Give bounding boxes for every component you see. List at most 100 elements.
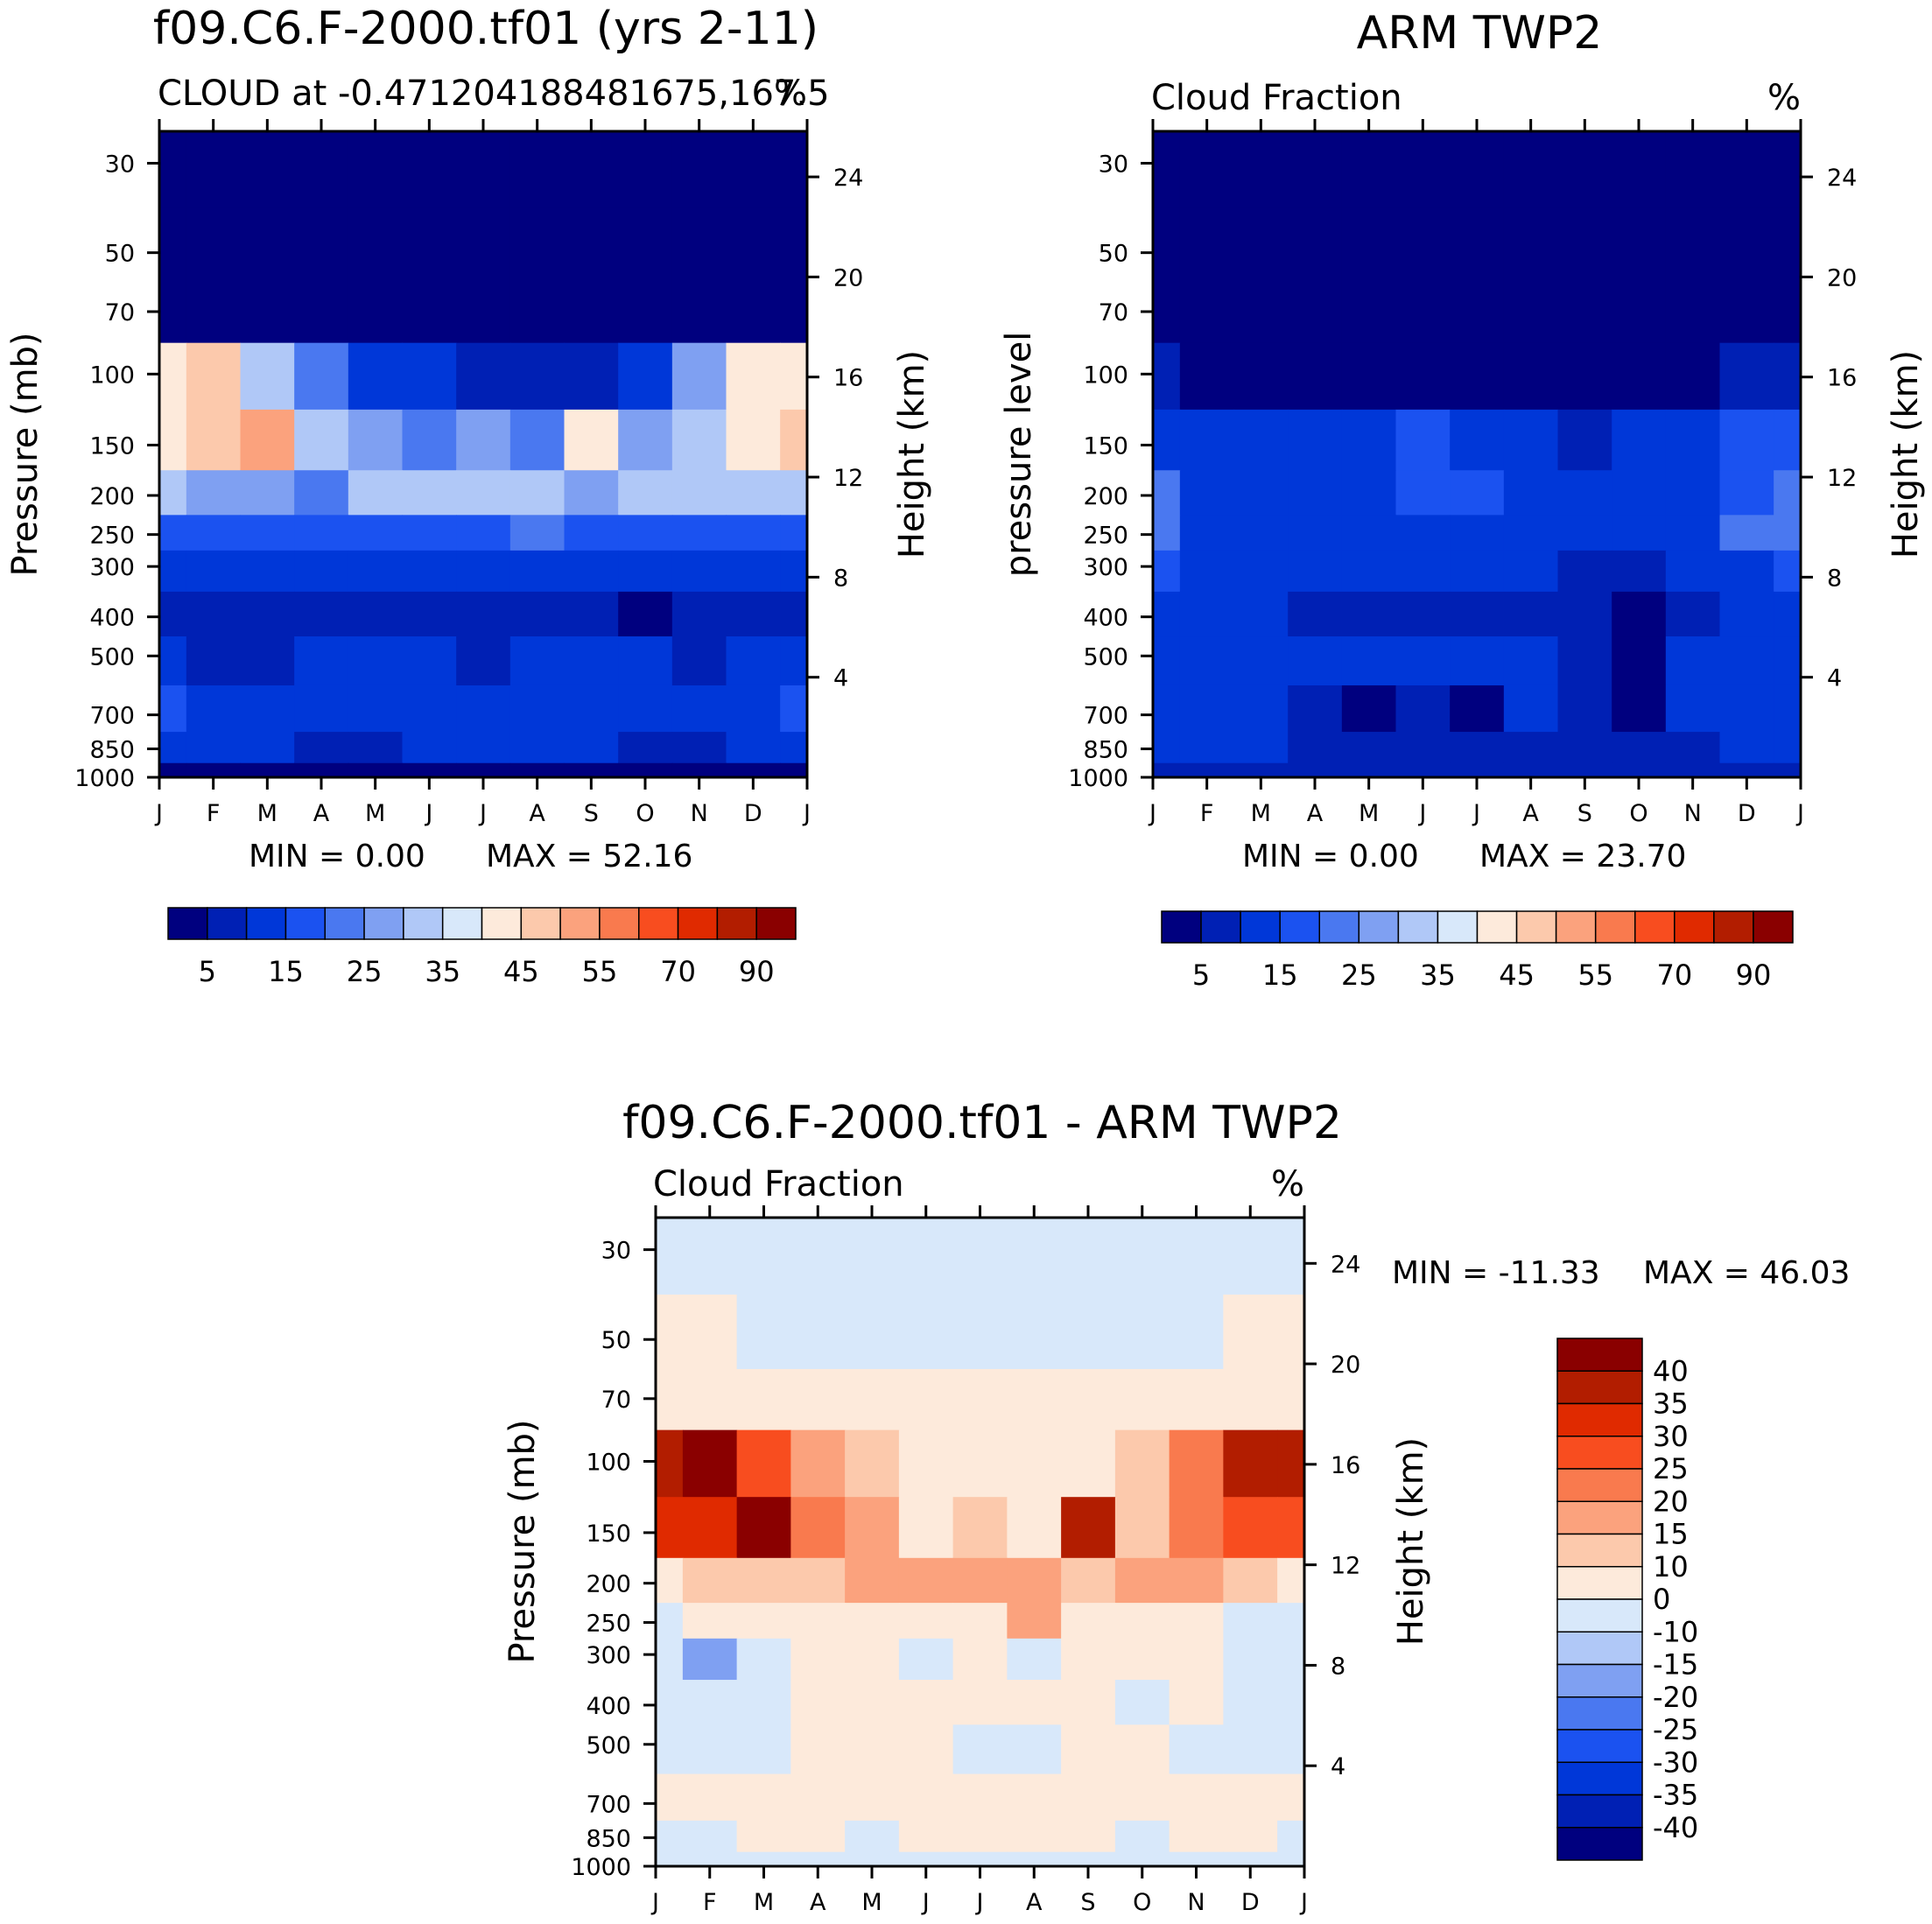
- field-cell: [780, 762, 807, 777]
- colorbar-box: [1318, 910, 1360, 944]
- field-cell: [1719, 470, 1774, 516]
- field-cell: [294, 131, 349, 209]
- colorbar-label: -35: [1653, 1779, 1698, 1812]
- x-tick-label: F: [703, 1889, 717, 1916]
- field-cell: [898, 1557, 954, 1604]
- field-cell: [1665, 762, 1721, 777]
- field-cell: [898, 1603, 954, 1640]
- colorbar-label: 5: [199, 955, 216, 988]
- y-tick-label: 850: [89, 736, 135, 763]
- field-cell: [671, 732, 727, 764]
- field-cell: [1179, 131, 1235, 209]
- field-cell: [348, 470, 404, 516]
- field-cell: [1557, 550, 1612, 593]
- field-cell: [186, 515, 242, 551]
- field-cell: [1169, 1638, 1224, 1681]
- y-tick-label: 850: [1083, 736, 1128, 763]
- colorbar-box: [167, 907, 208, 940]
- y-tick-label: 850: [586, 1825, 631, 1852]
- field-cell: [1114, 1218, 1170, 1296]
- field-cell: [1153, 515, 1181, 551]
- x-tick-label: J: [478, 800, 487, 827]
- field-cell: [618, 732, 673, 764]
- field-cell: [1719, 685, 1774, 733]
- field-cell: [240, 282, 295, 344]
- field-cell: [1277, 1369, 1304, 1431]
- x-tick-label: J: [650, 1889, 659, 1916]
- field-cell: [671, 636, 727, 686]
- field-cell: [1503, 762, 1559, 777]
- field-cell: [1395, 636, 1451, 686]
- panel-diff-units: %: [1271, 1164, 1304, 1204]
- field-cell: [726, 550, 781, 593]
- field-cell: [726, 685, 781, 733]
- field-cell: [294, 685, 349, 733]
- field-cell: [294, 732, 349, 764]
- field-cell: [1612, 550, 1667, 593]
- field-cell: [509, 591, 566, 637]
- field-cell: [1665, 207, 1721, 283]
- field-cell: [1774, 470, 1801, 516]
- field-cell: [186, 470, 242, 516]
- field-cell: [845, 1851, 900, 1866]
- field-cell: [898, 1294, 954, 1370]
- field-cell: [1774, 282, 1801, 344]
- field-cell: [1277, 1557, 1304, 1604]
- field-cell: [1341, 762, 1397, 777]
- field-cell: [1061, 1497, 1116, 1559]
- colorbar-box: [245, 907, 287, 940]
- field-cell: [1719, 342, 1774, 411]
- field-cell: [186, 131, 242, 209]
- field-cell: [671, 762, 727, 777]
- field-cell: [726, 762, 781, 777]
- x-tick-label: J: [802, 800, 811, 827]
- field-cell: [726, 470, 781, 516]
- field-cell: [1223, 1638, 1278, 1681]
- field-cell: [845, 1218, 900, 1296]
- colorbar-label: 70: [1656, 958, 1692, 992]
- colorbar-box: [1556, 1468, 1643, 1502]
- field-cell: [1179, 685, 1235, 733]
- field-cell: [348, 515, 404, 551]
- field-cell: [1169, 1680, 1224, 1725]
- colorbar-label: 55: [1577, 958, 1613, 992]
- colorbar-label: 90: [1736, 958, 1772, 992]
- field-cell: [1179, 207, 1235, 283]
- y-tick-label: 30: [105, 151, 135, 178]
- field-cell: [1153, 685, 1181, 733]
- field-cell: [1612, 636, 1667, 686]
- colorbar-label: -25: [1653, 1713, 1698, 1746]
- field-cell: [1774, 732, 1801, 764]
- field-cell: [790, 1429, 846, 1498]
- colorbar-label: 45: [1499, 958, 1535, 992]
- x-tick-label: S: [1080, 1889, 1095, 1916]
- field-cell: [952, 1773, 1008, 1822]
- field-cell: [1395, 470, 1451, 516]
- y-tick-label: 100: [89, 362, 135, 389]
- field-cell: [1114, 1603, 1170, 1640]
- field-cell: [348, 636, 404, 686]
- field-cell: [509, 342, 566, 411]
- field-cell: [456, 207, 511, 283]
- field-cell: [1114, 1294, 1170, 1370]
- field-cell: [402, 762, 457, 777]
- field-cell: [456, 762, 511, 777]
- field-cell: [348, 342, 404, 411]
- y-tick-label: 1000: [571, 1854, 631, 1881]
- field-cell: [790, 1603, 846, 1640]
- y-tick-label: 1000: [1068, 765, 1128, 792]
- y-tick-right-label: 16: [1827, 365, 1857, 392]
- y-tick-label: 70: [105, 299, 135, 327]
- field-cell: [1233, 282, 1289, 344]
- colorbar-box: [1358, 910, 1400, 944]
- field-cell: [726, 409, 781, 471]
- field-cell: [402, 282, 457, 344]
- field-cell: [736, 1724, 791, 1775]
- field-cell: [1179, 282, 1235, 344]
- panel-diff-ylabel: Pressure (mb): [502, 1419, 543, 1663]
- y-tick-right-label: 24: [1827, 165, 1857, 192]
- field-cell: [1612, 131, 1667, 209]
- field-cell: [671, 342, 727, 411]
- field-cell: [1341, 591, 1397, 637]
- colorbar-box: [403, 907, 444, 940]
